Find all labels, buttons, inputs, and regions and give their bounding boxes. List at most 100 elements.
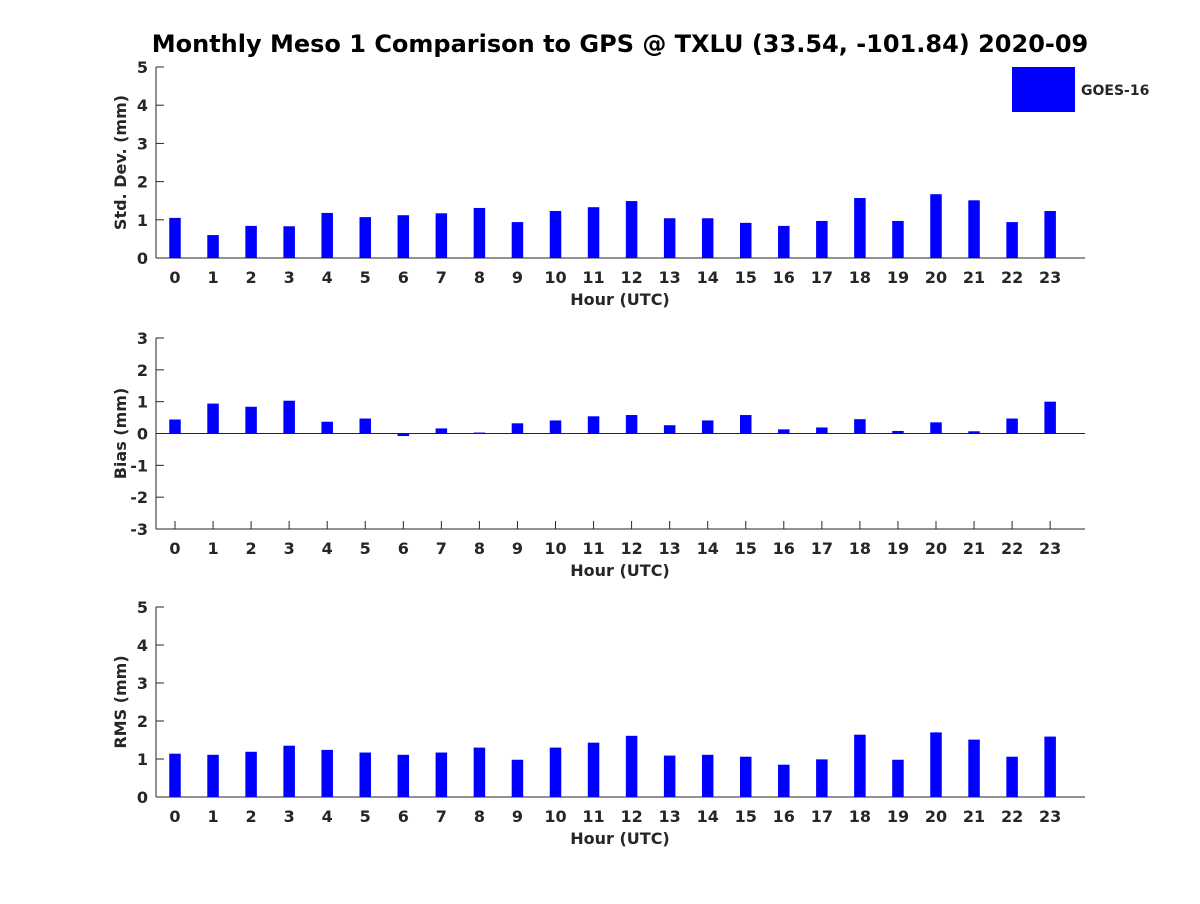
x-tick-label: 6 [398,807,409,826]
bar [701,218,714,258]
y-tick-label: 2 [137,173,148,192]
x-tick-label: 23 [1039,268,1061,287]
y-tick-label: -1 [130,456,148,475]
bar [701,754,714,797]
x-tick-label: 10 [544,539,566,558]
bar [245,751,257,797]
bar [245,406,257,434]
bar [359,418,371,434]
x-tick-label: 20 [925,539,947,558]
x-tick-label: 5 [360,807,371,826]
x-tick-label: 14 [697,807,719,826]
x-tick-label: 1 [207,539,218,558]
y-tick-label: 4 [137,636,148,655]
bar [169,753,181,797]
x-tick-label: 9 [512,807,523,826]
bar [701,420,714,434]
y-tick-label: 3 [137,329,148,348]
x-tick-label: 22 [1001,539,1023,558]
bar [663,755,676,797]
x-tick-label: 20 [925,807,947,826]
x-tick-label: 23 [1039,807,1061,826]
bar [740,756,752,797]
x-tick-label: 11 [582,807,604,826]
x-tick-label: 13 [659,807,681,826]
x-tick-label: 0 [169,268,180,287]
x-tick-label: 3 [284,807,295,826]
y-tick-label: 2 [137,712,148,731]
bar [321,749,333,797]
x-tick-label: 21 [963,268,985,287]
y-axis-label: Bias (mm) [111,388,130,480]
x-tick-label: 12 [620,807,642,826]
bar [1044,736,1056,797]
x-tick-label: 13 [659,268,681,287]
x-tick-label: 7 [436,807,447,826]
x-tick-label: 7 [436,539,447,558]
bar [930,194,942,258]
x-axis-label: Hour (UTC) [570,290,670,309]
bar [359,752,371,797]
y-tick-label: -3 [130,520,148,539]
x-tick-label: 4 [322,268,333,287]
bar [207,403,219,434]
bar [549,420,562,434]
x-tick-label: 16 [773,268,795,287]
x-tick-label: 21 [963,539,985,558]
x-tick-label: 2 [246,539,257,558]
x-tick-label: 6 [398,539,409,558]
x-tick-label: 18 [849,268,871,287]
bar [968,431,980,434]
y-tick-label: -2 [130,488,148,507]
bar [816,427,828,434]
x-tick-label: 3 [284,268,295,287]
bar [321,421,333,434]
x-tick-label: 18 [849,807,871,826]
bar [283,745,295,797]
bar [854,734,866,797]
y-axis-label: RMS (mm) [111,655,130,748]
bar [968,739,980,797]
legend-swatch [1012,67,1075,112]
x-axis-label: Hour (UTC) [570,829,670,848]
bar [1006,418,1018,434]
bar [359,217,371,258]
bar [854,419,866,434]
x-tick-label: 6 [398,268,409,287]
x-tick-label: 19 [887,807,909,826]
bar [511,222,524,258]
bar [1006,756,1018,797]
bar [169,419,181,434]
bar [892,220,904,258]
x-tick-label: 7 [436,268,447,287]
bar [207,235,219,258]
bar [473,207,486,258]
x-tick-label: 1 [207,807,218,826]
bar [778,764,790,797]
x-tick-label: 2 [246,807,257,826]
x-tick-label: 17 [811,539,833,558]
bar [854,198,866,258]
bar [816,759,828,797]
bar [625,415,638,434]
bar [473,432,486,434]
bar [778,429,790,434]
bar [435,428,448,434]
x-tick-label: 14 [697,539,719,558]
bar [1044,211,1056,258]
x-tick-label: 20 [925,268,947,287]
bar [397,433,410,437]
x-tick-label: 3 [284,539,295,558]
x-tick-label: 9 [512,539,523,558]
bar [283,226,295,258]
y-tick-label: 5 [137,58,148,77]
y-tick-label: 1 [137,750,148,769]
bar [778,225,790,258]
legend-label: GOES-16 [1081,83,1149,99]
y-tick-label: 5 [137,598,148,617]
x-tick-label: 11 [582,539,604,558]
y-tick-label: 0 [137,249,148,268]
bar [892,430,904,434]
bar [892,759,904,797]
